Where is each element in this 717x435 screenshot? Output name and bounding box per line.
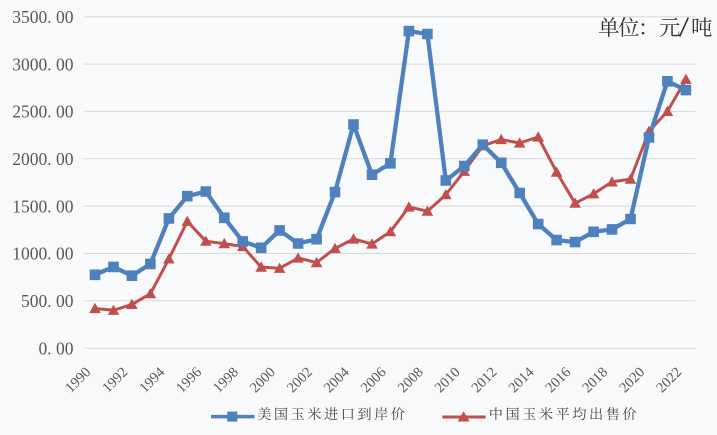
- svg-text:1996: 1996: [173, 364, 205, 396]
- svg-text:0. 00: 0. 00: [39, 338, 74, 358]
- svg-text:2014: 2014: [506, 364, 538, 396]
- svg-text:2018: 2018: [579, 364, 611, 396]
- svg-text:1992: 1992: [99, 364, 131, 396]
- svg-text:2016: 2016: [543, 364, 575, 396]
- svg-text:500. 00: 500. 00: [21, 291, 74, 311]
- svg-text:2000: 2000: [247, 364, 279, 396]
- svg-text:2006: 2006: [358, 364, 390, 396]
- svg-text:2004: 2004: [321, 364, 353, 396]
- svg-text:3500. 00: 3500. 00: [12, 7, 74, 27]
- svg-text:2022: 2022: [653, 364, 685, 396]
- svg-text:3000. 00: 3000. 00: [12, 54, 74, 74]
- svg-text:2010: 2010: [432, 364, 464, 396]
- svg-text:1990: 1990: [62, 364, 94, 396]
- svg-text:2500. 00: 2500. 00: [12, 102, 74, 122]
- svg-text:1000. 00: 1000. 00: [12, 244, 74, 264]
- svg-text:2002: 2002: [284, 364, 316, 396]
- svg-text:1998: 1998: [210, 364, 242, 396]
- svg-text:2000. 00: 2000. 00: [12, 149, 74, 169]
- svg-text:2020: 2020: [616, 364, 648, 396]
- svg-text:2012: 2012: [469, 364, 501, 396]
- svg-text:1500. 00: 1500. 00: [12, 196, 74, 216]
- svg-text:2008: 2008: [395, 364, 427, 396]
- svg-text:1994: 1994: [136, 364, 168, 396]
